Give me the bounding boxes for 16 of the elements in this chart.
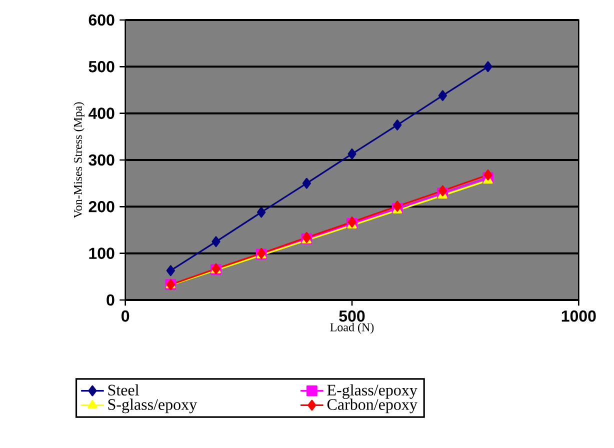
y-tick-label: 600 xyxy=(88,14,114,26)
legend-label: Carbon/epoxy xyxy=(327,398,418,414)
y-tick-label: 100 xyxy=(89,248,114,259)
y-tick-label: 200 xyxy=(88,201,114,212)
y-tick-label: 400 xyxy=(88,108,114,119)
x-tick-label: 1000 xyxy=(562,310,596,322)
legend-label: Steel xyxy=(108,384,139,396)
y-axis-title: Von-Mises Stress (Mpa) xyxy=(74,102,84,218)
x-tick-label: 500 xyxy=(339,310,365,322)
x-axis-title: Load (N) xyxy=(330,322,374,334)
y-tick-label: 300 xyxy=(88,154,114,166)
y-tick-label: 500 xyxy=(88,61,114,72)
legend-label: E-glass/epoxy xyxy=(327,384,418,399)
x-tick-label: 0 xyxy=(122,310,130,322)
y-tick-label: 0 xyxy=(106,294,114,306)
legend-label: S-glass/epoxy xyxy=(108,398,198,414)
